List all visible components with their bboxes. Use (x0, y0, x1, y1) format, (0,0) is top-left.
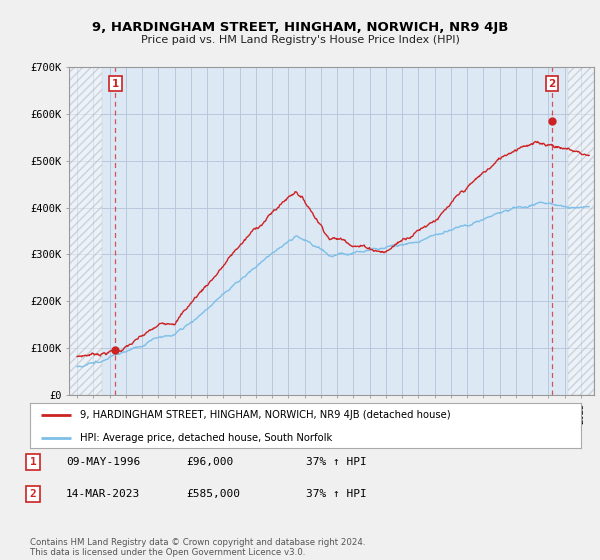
Text: Contains HM Land Registry data © Crown copyright and database right 2024.
This d: Contains HM Land Registry data © Crown c… (30, 538, 365, 557)
Text: 37% ↑ HPI: 37% ↑ HPI (306, 489, 367, 499)
Text: 1: 1 (112, 78, 119, 88)
Text: 9, HARDINGHAM STREET, HINGHAM, NORWICH, NR9 4JB (detached house): 9, HARDINGHAM STREET, HINGHAM, NORWICH, … (80, 410, 450, 421)
Text: £585,000: £585,000 (186, 489, 240, 499)
Text: 14-MAR-2023: 14-MAR-2023 (66, 489, 140, 499)
Text: 09-MAY-1996: 09-MAY-1996 (66, 457, 140, 467)
Text: HPI: Average price, detached house, South Norfolk: HPI: Average price, detached house, Sout… (80, 433, 332, 443)
Text: £96,000: £96,000 (186, 457, 233, 467)
Bar (69, 67, 101, 395)
Text: 2: 2 (548, 78, 556, 88)
Text: 37% ↑ HPI: 37% ↑ HPI (306, 457, 367, 467)
Text: 1: 1 (29, 457, 37, 467)
Bar (568, 67, 594, 395)
Text: 2: 2 (29, 489, 37, 499)
Text: Price paid vs. HM Land Registry's House Price Index (HPI): Price paid vs. HM Land Registry's House … (140, 35, 460, 45)
Text: 9, HARDINGHAM STREET, HINGHAM, NORWICH, NR9 4JB: 9, HARDINGHAM STREET, HINGHAM, NORWICH, … (92, 21, 508, 34)
